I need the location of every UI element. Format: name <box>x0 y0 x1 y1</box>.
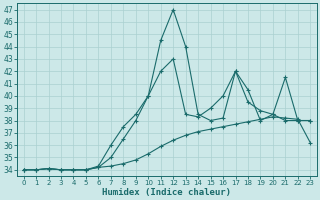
X-axis label: Humidex (Indice chaleur): Humidex (Indice chaleur) <box>102 188 231 197</box>
